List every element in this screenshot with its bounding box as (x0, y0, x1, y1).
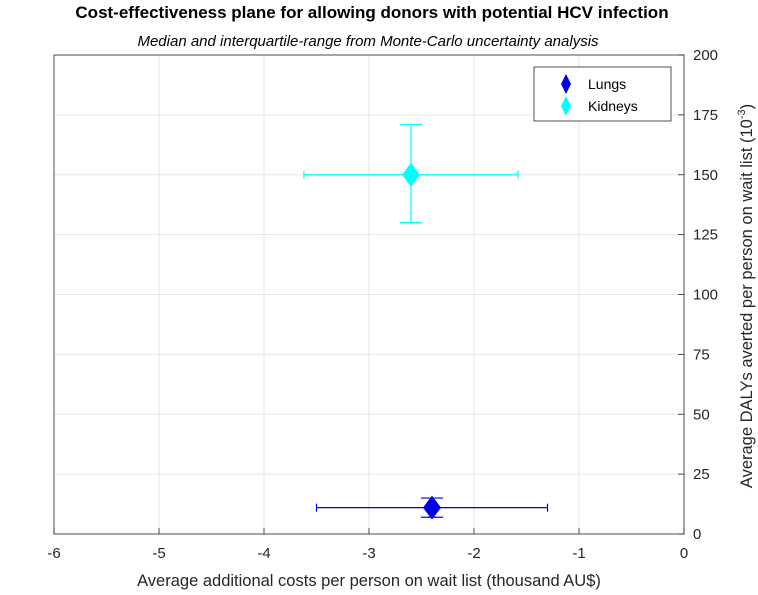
chart-title: Cost-effectiveness plane for allowing do… (75, 3, 668, 22)
series-kidneys (303, 123, 519, 224)
legend-box (533, 66, 672, 122)
y-axis-label-exponent: -3 (736, 109, 748, 119)
y-tick-label: 175 (693, 107, 718, 124)
x-tick-label: -2 (467, 545, 480, 562)
legend: Lungs Kidneys (533, 66, 672, 122)
y-tick-label: 125 (693, 227, 718, 244)
y-tick-label: 150 (693, 167, 718, 184)
series-lungs (315, 495, 549, 520)
y-axis-label-close: ) (738, 104, 756, 110)
x-axis: -6 -5 -4 -3 -2 -1 0 (47, 528, 688, 562)
y-axis: 0 25 50 75 100 125 150 175 200 (678, 47, 718, 543)
x-tick-label: -6 (47, 545, 60, 562)
legend-marker-lungs (561, 74, 571, 94)
y-tick-label: 200 (693, 47, 718, 64)
x-tick-label: 0 (680, 545, 688, 562)
x-tick-label: -1 (572, 545, 585, 562)
y-tick-label: 50 (693, 406, 710, 423)
legend-label-kidneys: Kidneys (588, 98, 638, 114)
x-tick-label: -4 (257, 545, 270, 562)
data-marks (303, 123, 549, 520)
grid (53, 54, 685, 535)
chart-subtitle: Median and interquartile-range from Mont… (137, 33, 599, 50)
y-tick-label: 0 (693, 526, 701, 543)
y-axis-label-main: Average DALYs averted per person on wait… (738, 119, 756, 488)
y-axis-label: Average DALYs averted per person on wait… (736, 104, 756, 488)
legend-marker-kidneys (561, 96, 571, 116)
y-tick-label: 25 (693, 466, 710, 483)
x-tick-label: -5 (152, 545, 165, 562)
legend-label-lungs: Lungs (588, 76, 626, 92)
data-point-lungs (423, 495, 441, 520)
x-axis-label: Average additional costs per person on w… (137, 572, 601, 590)
y-tick-label: 100 (693, 287, 718, 304)
data-point-kidneys (402, 162, 420, 187)
y-tick-label: 75 (693, 346, 710, 363)
x-tick-label: -3 (362, 545, 375, 562)
